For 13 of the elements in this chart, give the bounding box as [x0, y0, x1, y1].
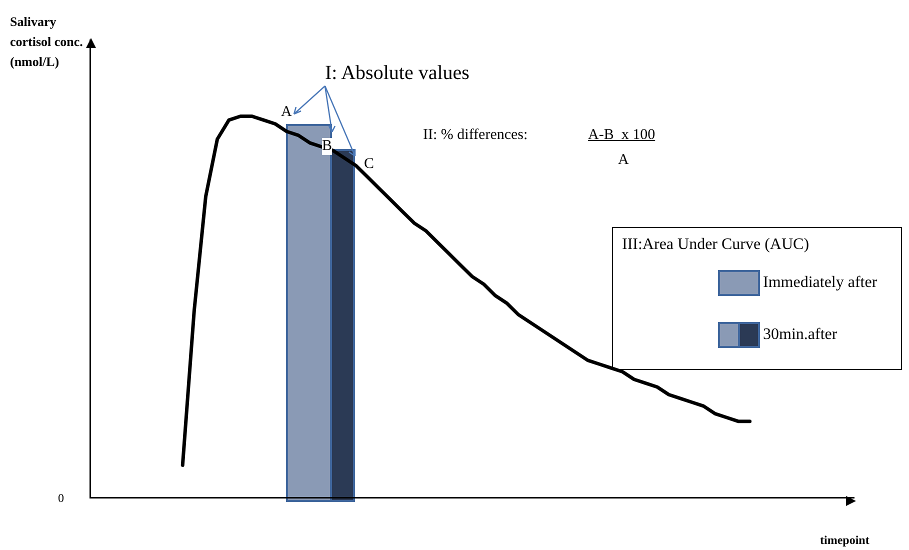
text: I: Absolute values — [325, 62, 470, 84]
annotation: A — [618, 152, 629, 168]
annotation: C — [364, 156, 374, 172]
annotation: III:Area Under Curve (AUC) — [622, 236, 810, 254]
annotation: A — [281, 104, 292, 120]
y-axis-title: Salivary cortisol conc. (nmol/L) — [10, 13, 84, 71]
annotation: A-B x 100 — [588, 127, 656, 144]
annotation: B — [322, 138, 332, 154]
annotation: 30min.after — [763, 326, 838, 344]
annotation: II: % differences: — [423, 127, 528, 144]
text: 0 — [58, 491, 64, 506]
x-axis-title: timepoint — [820, 533, 870, 548]
annotation: Immediately after — [763, 274, 878, 292]
